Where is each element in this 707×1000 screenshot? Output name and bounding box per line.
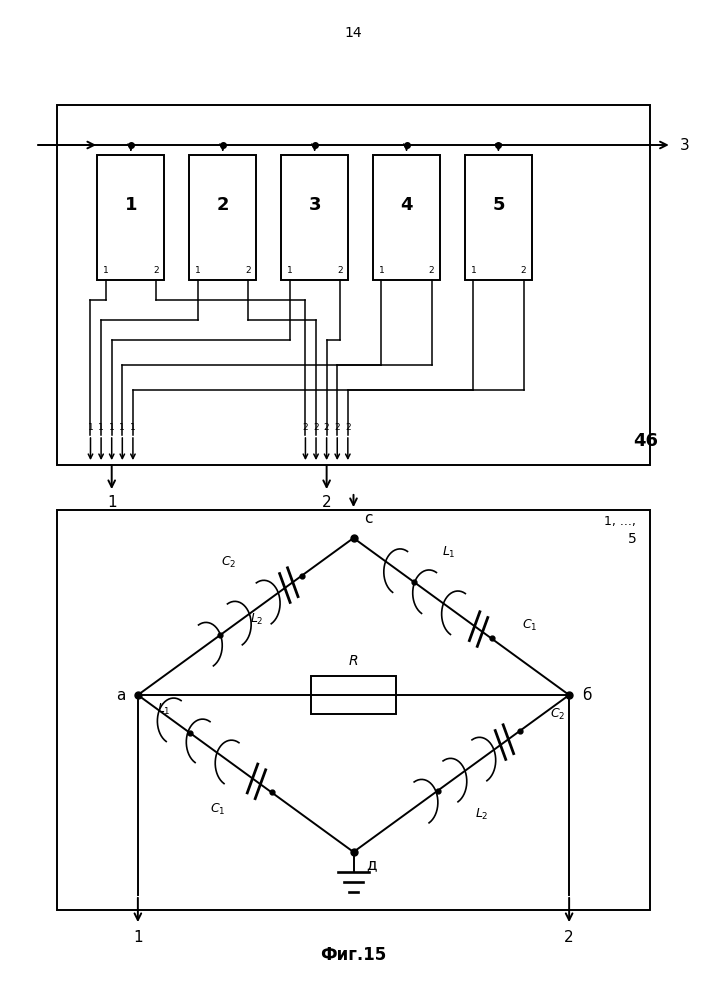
Bar	[373, 155, 440, 280]
Text: 1: 1	[195, 266, 201, 275]
Text: 2: 2	[521, 266, 526, 275]
Bar	[57, 105, 650, 465]
Text: 1: 1	[119, 423, 125, 432]
Text: 1: 1	[471, 266, 477, 275]
Text: 2: 2	[303, 423, 308, 432]
Text: 46: 46	[633, 432, 658, 450]
Text: 14: 14	[345, 26, 362, 40]
Text: $L_1$: $L_1$	[157, 702, 170, 717]
Text: 1: 1	[130, 423, 136, 432]
Text: Фиг.15: Фиг.15	[320, 946, 387, 964]
Text: 2: 2	[564, 930, 574, 945]
Text: 5: 5	[628, 532, 636, 546]
Text: 1: 1	[103, 266, 109, 275]
Text: б: б	[582, 688, 591, 702]
Text: 2: 2	[429, 266, 434, 275]
Text: 2: 2	[334, 423, 340, 432]
Text: 2: 2	[216, 196, 229, 214]
Text: 2: 2	[153, 266, 158, 275]
Text: 2: 2	[324, 423, 329, 432]
Text: 4: 4	[400, 196, 413, 214]
Text: 1: 1	[379, 266, 385, 275]
Bar	[189, 155, 257, 280]
Bar	[465, 155, 532, 280]
Text: 1: 1	[107, 495, 117, 510]
Text: 3: 3	[680, 137, 690, 152]
Text: $C_2$: $C_2$	[550, 707, 566, 722]
Text: $L_2$: $L_2$	[250, 612, 264, 627]
Text: 1, ...,: 1, ...,	[604, 515, 636, 528]
Text: 1: 1	[124, 196, 137, 214]
Text: 2: 2	[337, 266, 343, 275]
Text: 2: 2	[345, 423, 351, 432]
Text: $C_1$: $C_1$	[522, 618, 537, 633]
Text: 1: 1	[287, 266, 293, 275]
Text: а: а	[116, 688, 125, 702]
Bar	[311, 676, 396, 714]
Bar	[57, 510, 650, 910]
Text: 1: 1	[133, 930, 143, 945]
Text: $C_2$: $C_2$	[221, 555, 236, 570]
Text: 2: 2	[322, 495, 332, 510]
Text: $L_1$: $L_1$	[443, 544, 456, 560]
Text: $C_1$: $C_1$	[210, 802, 226, 817]
Text: д: д	[366, 857, 377, 872]
Text: 2: 2	[245, 266, 251, 275]
Bar	[98, 155, 164, 280]
Text: 2: 2	[313, 423, 319, 432]
Text: 3: 3	[308, 196, 321, 214]
Bar	[281, 155, 349, 280]
Text: $L_2$: $L_2$	[475, 807, 489, 822]
Text: 1: 1	[98, 423, 104, 432]
Text: 1: 1	[109, 423, 115, 432]
Text: 5: 5	[492, 196, 505, 214]
Text: R: R	[349, 654, 358, 668]
Text: с: с	[364, 511, 373, 526]
Text: 1: 1	[88, 423, 93, 432]
